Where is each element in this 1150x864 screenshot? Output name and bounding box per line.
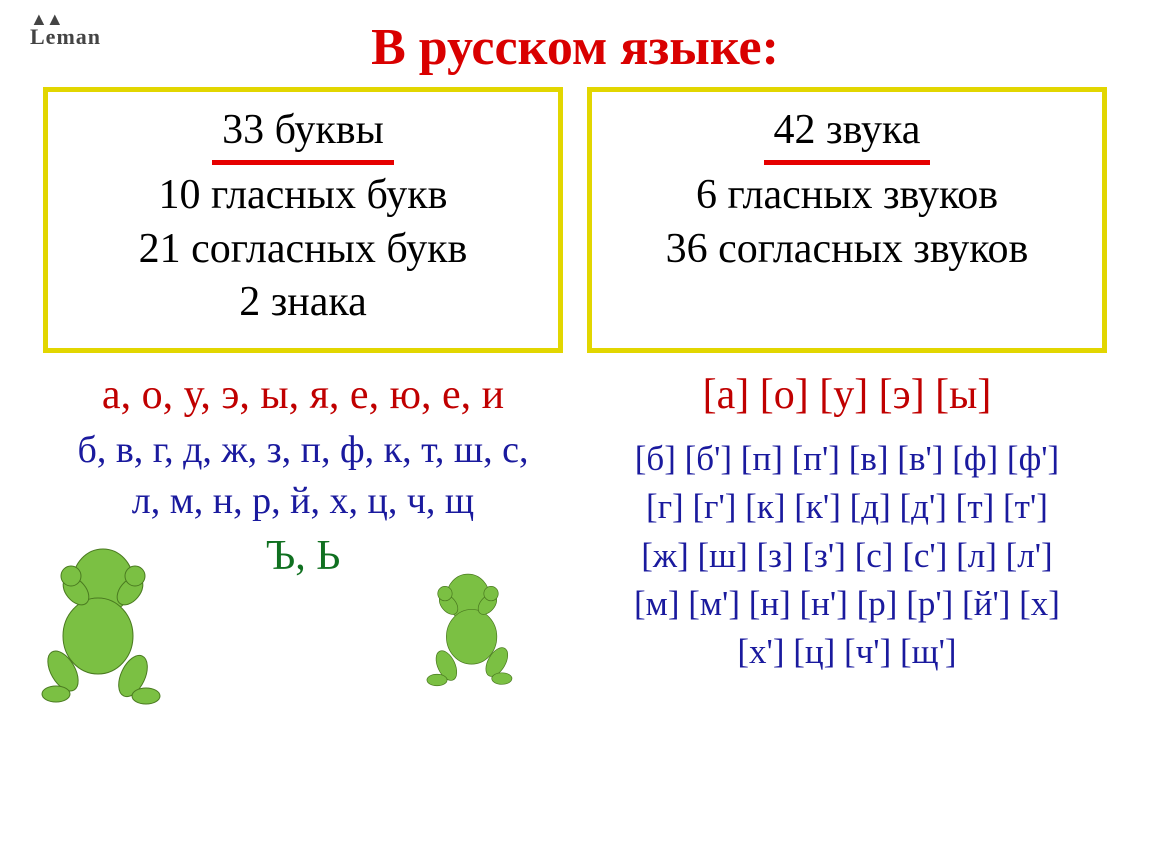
sounds-box-line-2: 36 согласных звуков xyxy=(612,223,1082,277)
consonant-sounds-row-5: [х'] [ц] [ч'] [щ'] xyxy=(587,628,1107,676)
vowel-letters: а, о, у, э, ы, я, е, ю, е, и xyxy=(43,371,563,419)
letters-box-head: 33 буквы xyxy=(212,104,394,165)
watermark-logo: ▲▲ Leman xyxy=(30,10,101,50)
sign-letters: Ъ, Ь xyxy=(43,532,563,580)
letters-box-line-2: 21 согласных букв xyxy=(68,223,538,277)
sounds-box-head: 42 звука xyxy=(764,104,931,165)
page-title: В русском языке: xyxy=(0,0,1150,77)
consonant-letters: б, в, г, д, ж, з, п, ф, к, т, ш, с, л, м… xyxy=(43,425,563,528)
consonant-sounds-row-2: [г] [г'] [к] [к'] [д] [д'] [т] [т'] xyxy=(587,483,1107,531)
lists-row: а, о, у, э, ы, я, е, ю, е, и б, в, г, д,… xyxy=(0,371,1150,676)
sounds-column: [а] [о] [у] [э] [ы] [б] [б'] [п] [п'] [в… xyxy=(587,371,1107,676)
consonant-sounds-row-3: [ж] [ш] [з] [з'] [с] [с'] [л] [л'] xyxy=(587,532,1107,580)
consonant-letters-line-2: л, м, н, р, й, х, ц, ч, щ xyxy=(43,476,563,527)
green-figure-small xyxy=(414,565,522,687)
letters-box: 33 буквы 10 гласных букв 21 согласных бу… xyxy=(43,87,563,353)
consonant-letters-line-1: б, в, г, д, ж, з, п, ф, к, т, ш, с, xyxy=(43,425,563,476)
letters-box-line-3: 2 знака xyxy=(68,276,538,330)
consonant-sounds-row-1: [б] [б'] [п] [п'] [в] [в'] [ф] [ф'] xyxy=(587,435,1107,483)
vowel-sounds: [а] [о] [у] [э] [ы] xyxy=(587,371,1107,419)
letters-column: а, о, у, э, ы, я, е, ю, е, и б, в, г, д,… xyxy=(43,371,563,676)
sounds-box: 42 звука 6 гласных звуков 36 согласных з… xyxy=(587,87,1107,353)
consonant-sounds: [б] [б'] [п] [п'] [в] [в'] [ф] [ф'] [г] … xyxy=(587,435,1107,676)
info-boxes: 33 буквы 10 гласных букв 21 согласных бу… xyxy=(0,87,1150,353)
letters-box-line-1: 10 гласных букв xyxy=(68,169,538,223)
consonant-sounds-row-4: [м] [м'] [н] [н'] [р] [р'] [й'] [х] xyxy=(587,580,1107,628)
sounds-box-line-1: 6 гласных звуков xyxy=(612,169,1082,223)
